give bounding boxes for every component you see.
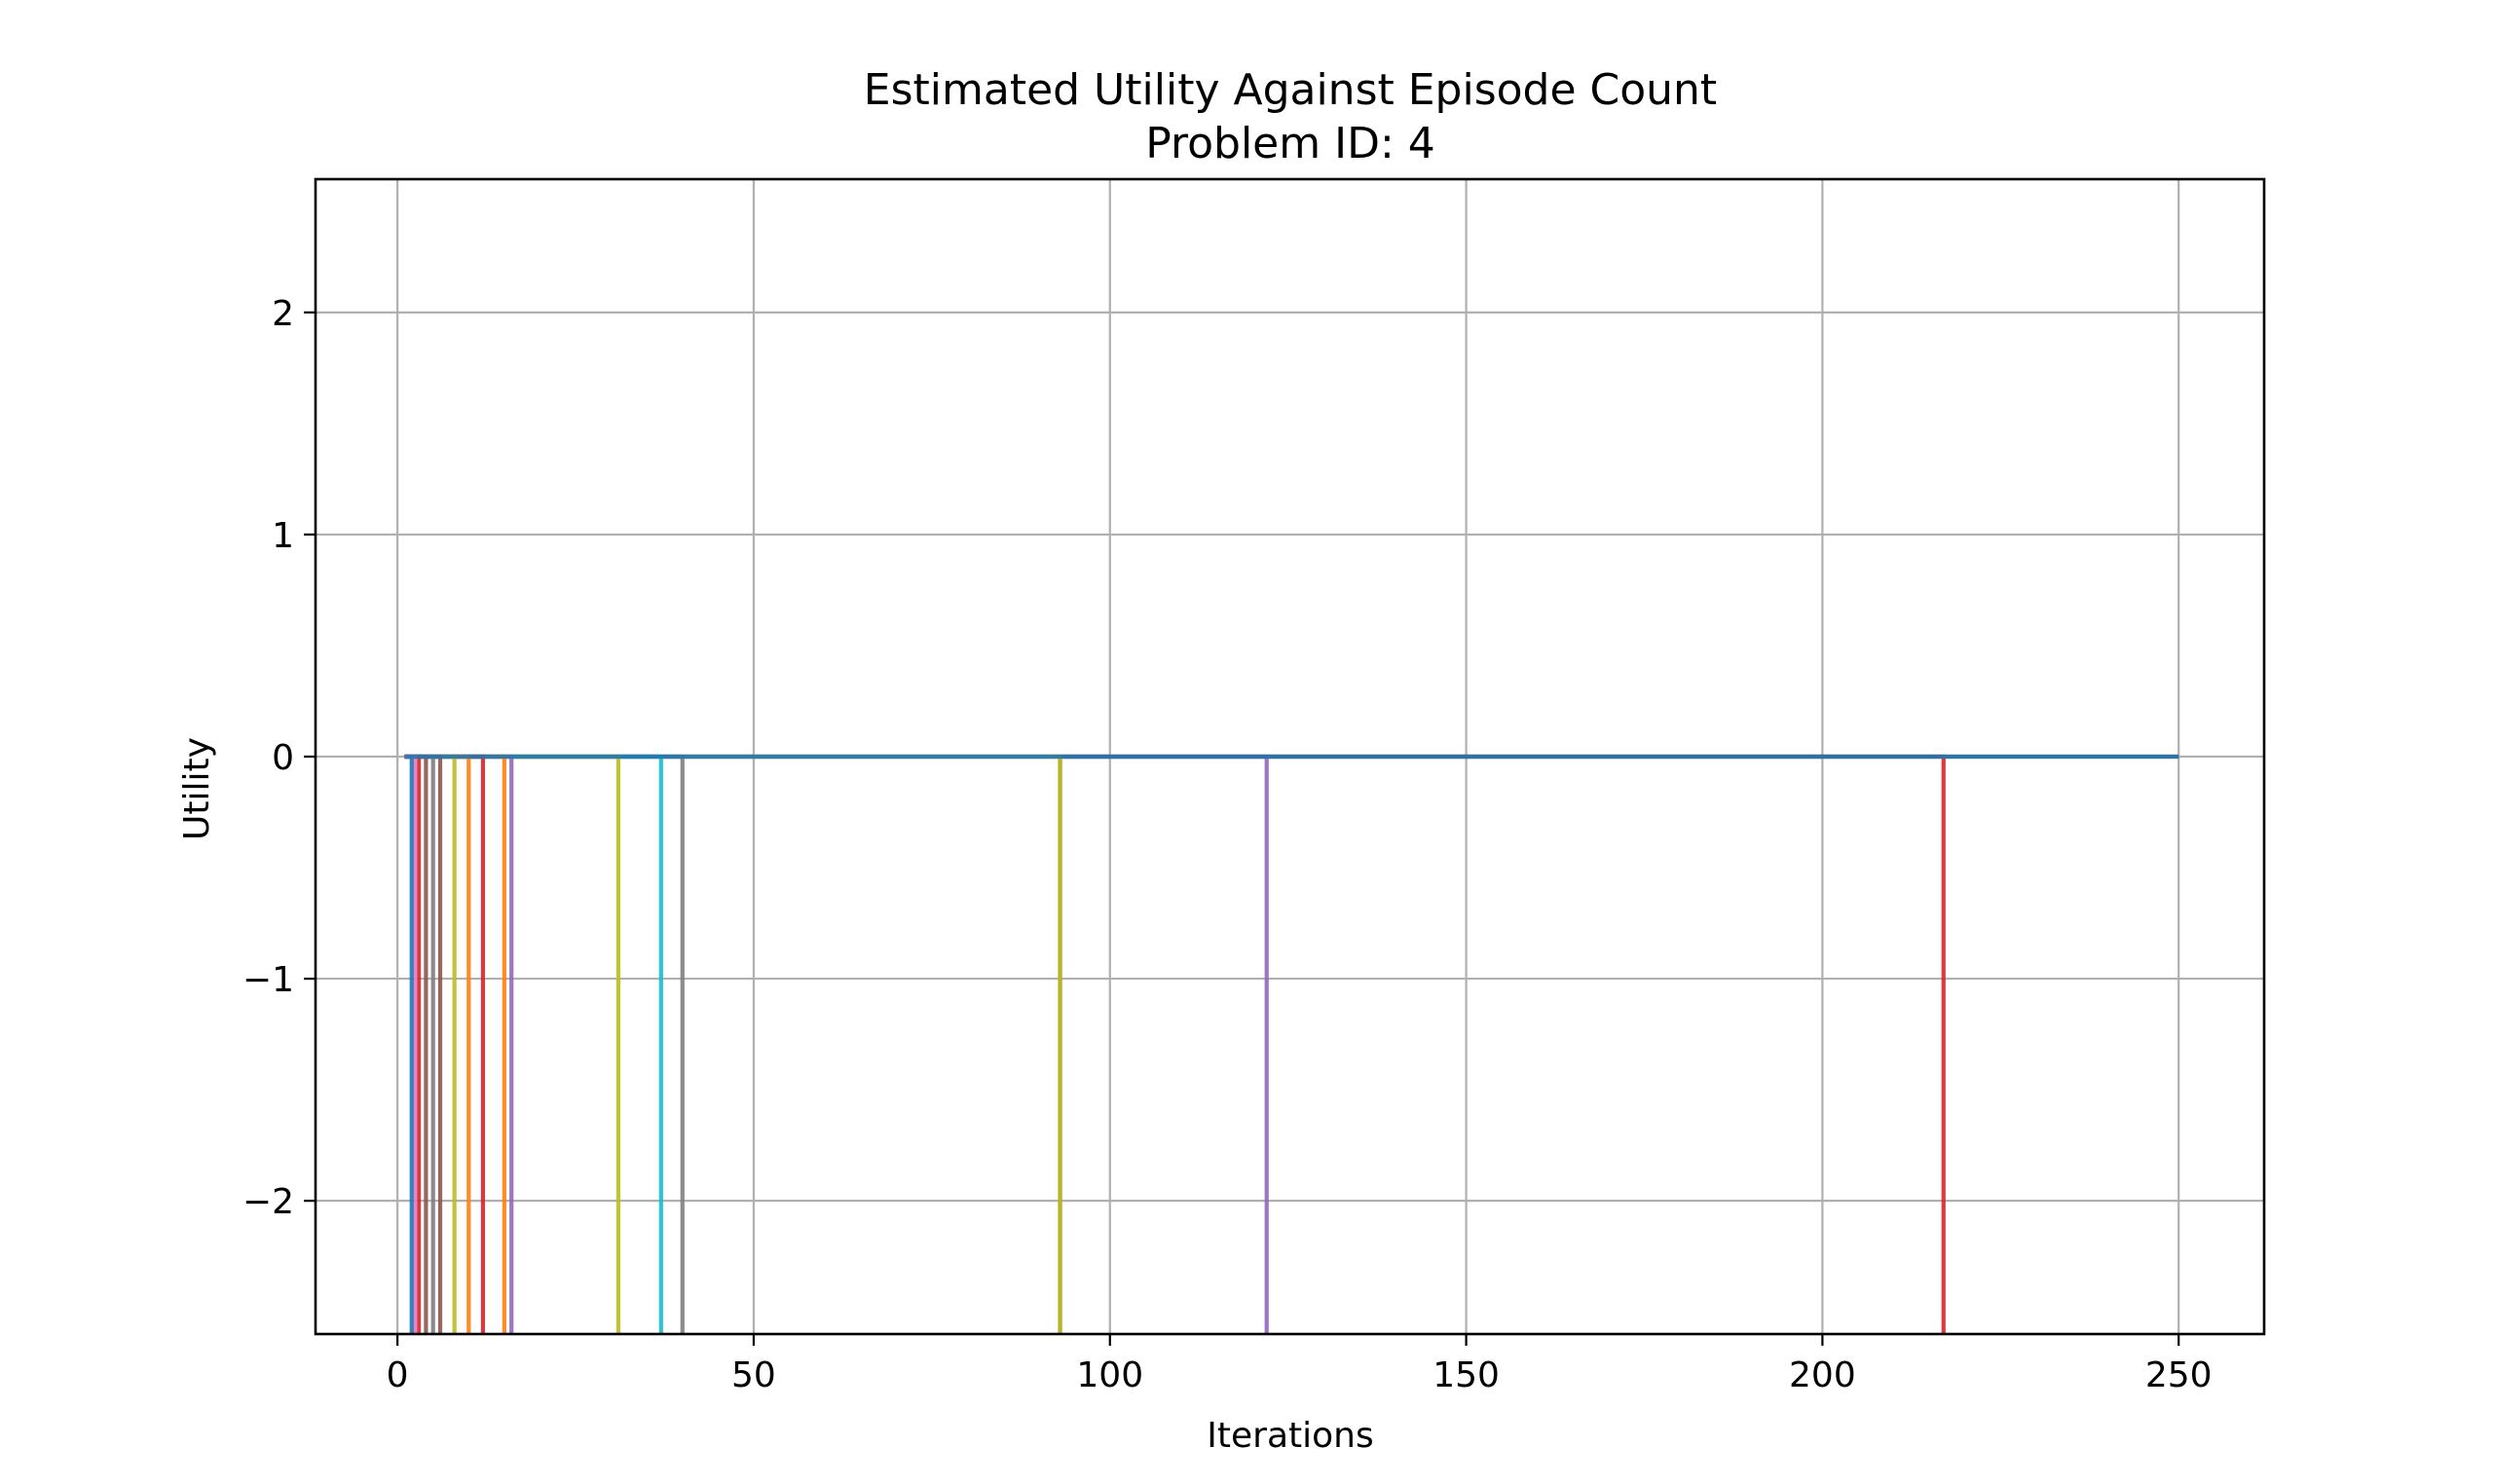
y-tick-label: 2 (272, 294, 294, 334)
x-tick-label: 200 (1789, 1355, 1856, 1395)
series-line-1 (404, 754, 2179, 1334)
y-axis-label: Utility (177, 737, 217, 840)
x-tick-label: 250 (2145, 1355, 2213, 1395)
y-tick-label: 1 (272, 516, 294, 556)
series-layer (404, 754, 2179, 1334)
y-tick-label: −1 (242, 960, 294, 1000)
y-tick-label: −2 (242, 1182, 294, 1222)
x-tick-label: 100 (1076, 1355, 1143, 1395)
y-tick-label: 0 (272, 738, 294, 778)
x-axis-label: Iterations (1207, 1416, 1373, 1456)
x-tick-label: 150 (1433, 1355, 1500, 1395)
chart-subtitle: Problem ID: 4 (1145, 119, 1435, 168)
x-tick-label: 0 (387, 1355, 409, 1395)
x-tick-label: 50 (731, 1355, 776, 1395)
chart-title: Estimated Utility Against Episode Count (864, 65, 1717, 115)
